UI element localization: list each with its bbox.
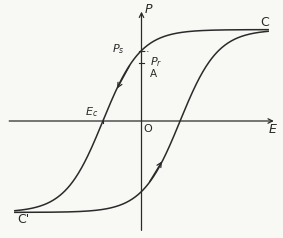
Text: C': C': [17, 213, 29, 226]
Text: O: O: [143, 124, 152, 134]
Text: $P_r$: $P_r$: [150, 55, 162, 69]
Text: $P_s$: $P_s$: [112, 43, 125, 56]
Text: C: C: [260, 16, 269, 29]
Text: E: E: [269, 123, 277, 136]
Text: A: A: [150, 69, 157, 79]
Text: P: P: [145, 3, 153, 16]
Text: $E_c$: $E_c$: [85, 105, 98, 119]
